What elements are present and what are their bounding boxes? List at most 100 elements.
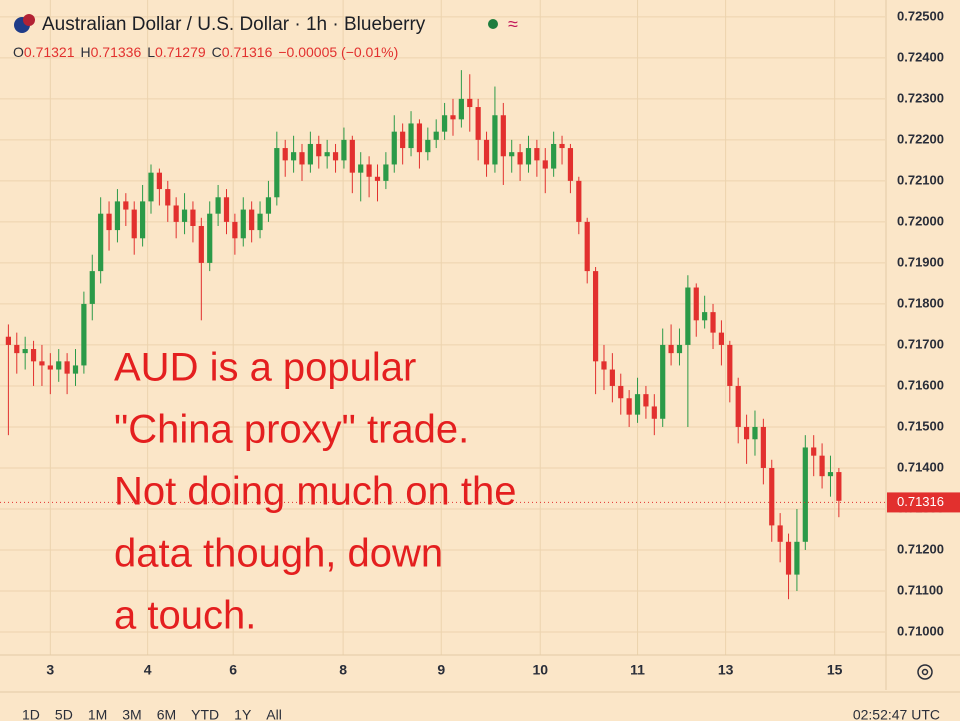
y-tick-label: 0.72500: [897, 8, 944, 23]
candle-body: [72, 365, 79, 374]
candle-body: [257, 213, 263, 231]
candle-body: [450, 115, 456, 120]
y-tick-label: 0.71500: [897, 418, 944, 433]
candle-body: [702, 312, 708, 321]
candle-body: [181, 209, 188, 222]
candle-body: [349, 139, 355, 173]
y-tick-label: 0.71400: [897, 459, 944, 474]
candle-body: [400, 131, 406, 149]
candle-body: [735, 385, 741, 427]
candle-body: [618, 385, 624, 399]
candle-body: [106, 213, 112, 231]
settings-icon[interactable]: [917, 664, 933, 680]
range-button[interactable]: 1D: [22, 707, 40, 721]
candle-body: [89, 271, 95, 304]
x-tick-label: 10: [532, 662, 548, 678]
candle-body: [567, 148, 574, 181]
candle-body: [668, 344, 674, 354]
candle-body: [30, 349, 37, 362]
ohlc-key: L: [147, 44, 155, 60]
candle-body: [634, 394, 641, 415]
candle-body: [794, 541, 800, 575]
candle-body: [819, 455, 825, 477]
candle-body: [509, 152, 515, 157]
ohlc-change: −0.00005 (−0.01%): [278, 44, 398, 60]
y-tick-label: 0.71000: [897, 623, 944, 638]
candles: [5, 70, 842, 600]
annotation-line: Not doing much on the: [114, 470, 516, 514]
candle-body: [232, 221, 238, 239]
candle-body: [492, 115, 498, 165]
candle-body: [660, 344, 666, 419]
range-button[interactable]: 1Y: [234, 707, 252, 721]
candle-body: [332, 152, 339, 161]
candle-body: [769, 467, 775, 526]
ohlc-readout: O0.71321 H0.71336 L0.71279 C0.71316 −0.00005…: [13, 44, 398, 60]
candle-body: [811, 447, 817, 456]
candle-body: [576, 180, 582, 222]
candle-body: [366, 164, 372, 177]
y-tick-label: 0.71900: [897, 254, 944, 269]
x-tick-label: 15: [827, 662, 843, 678]
candle-body: [643, 394, 649, 407]
candle-body: [425, 139, 431, 153]
y-tick-label: 0.72300: [897, 90, 944, 105]
y-tick-label: 0.71600: [897, 377, 944, 392]
y-tick-label: 0.71100: [897, 582, 943, 597]
ohlc-value: 0.71321: [24, 44, 75, 60]
candle-body: [64, 361, 70, 374]
candle-body: [534, 148, 540, 161]
candle-body: [542, 160, 548, 169]
y-tick-label: 0.71700: [897, 336, 944, 351]
candle-body: [274, 148, 280, 198]
range-button[interactable]: 3M: [122, 707, 141, 721]
candle-body: [551, 143, 557, 169]
candle-body: [433, 131, 439, 140]
y-tick-label: 0.71200: [897, 541, 944, 556]
candle-body: [458, 98, 464, 120]
candle-body: [609, 369, 615, 386]
candle-body: [693, 287, 699, 321]
x-tick-label: 9: [437, 662, 445, 678]
candle-body: [156, 172, 162, 190]
candle-body: [676, 344, 683, 354]
annotation-line: AUD is a popular: [114, 346, 416, 390]
status-icon: ≈: [508, 14, 518, 34]
range-button[interactable]: All: [266, 707, 282, 721]
candle-body: [341, 139, 347, 161]
candle-body: [240, 209, 246, 239]
candle-body: [22, 349, 28, 354]
symbol-icon: [14, 14, 35, 33]
candle-body: [500, 115, 506, 157]
ohlc-value: 0.71279: [155, 44, 206, 60]
ohlc-value: 0.71336: [91, 44, 142, 60]
candle-body: [743, 426, 750, 440]
candle-body: [114, 201, 121, 231]
candle-body: [299, 152, 305, 165]
ohlc-value: 0.71316: [222, 44, 273, 60]
last-price-box: [887, 492, 960, 513]
candle-body: [710, 312, 716, 333]
candle-body: [718, 332, 725, 345]
range-button[interactable]: 5D: [55, 707, 73, 721]
clock: 02:52:47 UTC: [853, 707, 940, 721]
candle-body: [198, 225, 204, 263]
candle-body: [475, 107, 481, 140]
last-price-label: 0.71316: [897, 494, 944, 509]
candle-body: [626, 398, 632, 415]
range-button[interactable]: 1M: [88, 707, 107, 721]
candle-body: [47, 365, 53, 370]
status-dot: [488, 19, 498, 29]
candle-body: [416, 123, 423, 153]
range-button[interactable]: 6M: [157, 707, 176, 721]
candle-body: [727, 344, 733, 386]
candle-body: [123, 201, 129, 210]
candle-body: [81, 303, 87, 366]
candle-body: [5, 336, 11, 345]
candle-body: [190, 209, 196, 226]
candle-body: [601, 361, 607, 370]
candle-body: [441, 115, 448, 132]
candle-body: [316, 143, 322, 157]
range-button[interactable]: YTD: [191, 707, 219, 721]
